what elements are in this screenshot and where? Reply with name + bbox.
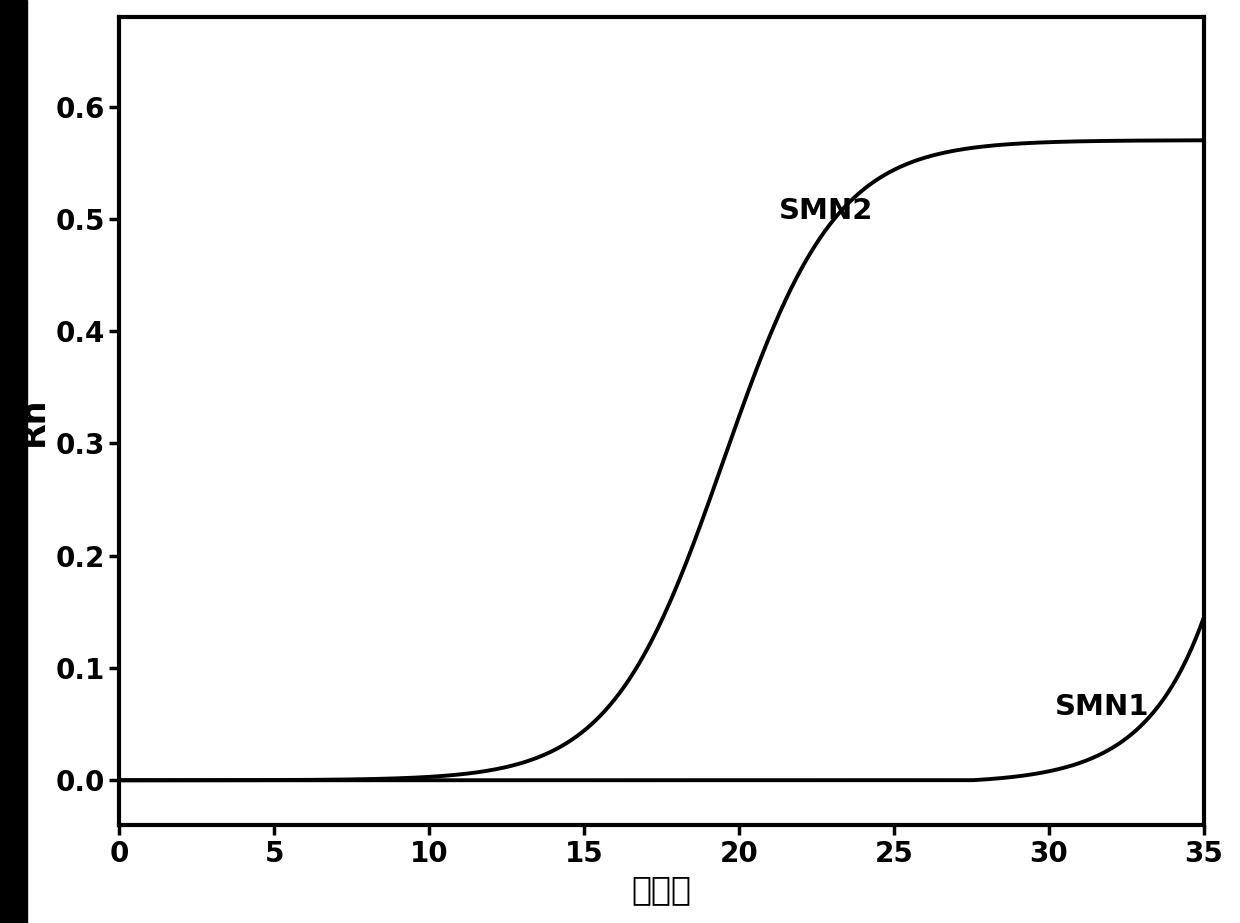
Text: SMN2: SMN2 (780, 197, 874, 225)
Text: SMN1: SMN1 (1055, 693, 1149, 721)
X-axis label: 循环数: 循环数 (631, 873, 692, 906)
Y-axis label: Rn: Rn (16, 396, 50, 446)
